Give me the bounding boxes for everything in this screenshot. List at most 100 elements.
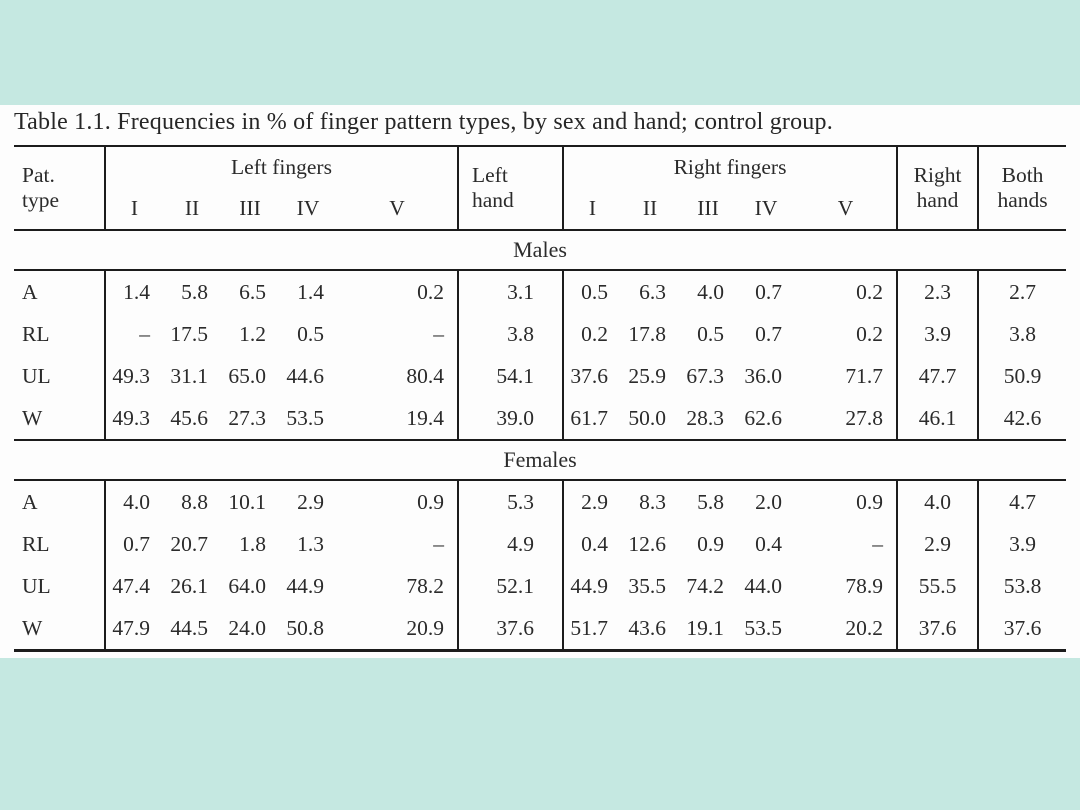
right-finger-value: 67.3 — [686, 363, 724, 388]
left-finger-value: 0.7 — [123, 531, 150, 556]
left-finger-value: 47.4 — [112, 573, 150, 598]
left-finger-value: 65.0 — [228, 363, 266, 388]
both-hands-line2: hands — [997, 188, 1048, 212]
pattern-type-cell: UL — [14, 565, 106, 607]
section-band-row: Females — [14, 439, 1067, 481]
left-hand-value: 3.8 — [458, 313, 564, 355]
right-finger-value: 2.0 — [755, 489, 782, 514]
left-finger-value: 0.2 — [337, 270, 459, 313]
right-finger-value: 0.7 — [755, 321, 782, 346]
pattern-type-cell: A — [14, 270, 106, 313]
right-fingers-header: Right fingers — [563, 146, 899, 188]
both-hands-value: 4.7 — [1009, 489, 1036, 514]
right-finger-value: 0.9 — [795, 480, 899, 523]
left-finger-value: 1.4 — [123, 279, 150, 304]
right-finger-value: 28.3 — [686, 405, 724, 430]
both-hands-value: 3.8 — [1009, 321, 1036, 346]
right-finger-value: 44.0 — [744, 573, 782, 598]
pattern-type-cell: UL — [14, 355, 106, 397]
right-hand-value: 37.6 — [897, 607, 980, 651]
right-finger-value: 61.7 — [570, 405, 608, 430]
both-hands-value: 2.7 — [1009, 279, 1036, 304]
left-finger-value: 45.6 — [170, 405, 208, 430]
right-finger-value: 36.0 — [744, 363, 782, 388]
right-finger-value: 20.2 — [795, 607, 899, 651]
table-row: RL –17.5 1.2 0.5–3.8 0.2 17.8 0.5 0.7 0.2 3.9 3.8 — [14, 313, 1066, 355]
right-finger-value: 8.3 — [639, 489, 666, 514]
content-panel: Table 1.1. Frequencies in % of finger pa… — [0, 105, 1080, 658]
section-label: Males — [14, 229, 1067, 271]
right-finger-value: 27.8 — [795, 397, 899, 440]
right-finger-value: 43.6 — [628, 615, 666, 640]
left-finger-col-III: III — [239, 196, 261, 221]
right-finger-value: 2.9 — [581, 489, 608, 514]
table-row: UL 47.4 26.1 64.0 44.9 78.2 52.1 44.9 35.5 74.2 44… — [14, 565, 1066, 607]
pattern-type-cell: A — [14, 480, 106, 523]
table-row: W 49.3 45.6 27.3 53.5 19.4 39.0 61.7 50.0 28.3 62.… — [14, 397, 1066, 440]
pattern-type-cell: RL — [14, 313, 106, 355]
left-finger-value: 64.0 — [228, 573, 266, 598]
right-finger-value: 62.6 — [744, 405, 782, 430]
both-hands-line1: Both — [1001, 163, 1044, 188]
right-finger-value: 35.5 — [628, 573, 666, 598]
right-finger-value: 25.9 — [628, 363, 666, 388]
left-finger-value: 53.5 — [286, 405, 324, 430]
both-hands-header: Both hands — [978, 146, 1066, 230]
header-row-groups: Pat. type Left fingers Left hand Right f… — [14, 146, 1066, 230]
right-hand-line1: Right — [913, 163, 962, 188]
right-finger-value: 37.6 — [570, 363, 608, 388]
both-hands-value: 42.6 — [1003, 405, 1042, 430]
left-finger-value: 44.9 — [286, 573, 324, 598]
left-hand-value: 54.1 — [458, 355, 564, 397]
table-row: RL 0.7 20.7 1.8 1.3–4.9 0.4 12.6 0.9 0.4–2.9 3.9 — [14, 523, 1066, 565]
right-hand-value: 3.9 — [897, 313, 980, 355]
pat-type-line1: Pat. — [22, 163, 55, 188]
right-finger-value: 0.9 — [697, 531, 724, 556]
right-finger-value: 4.0 — [697, 279, 724, 304]
left-finger-value: 49.3 — [112, 405, 150, 430]
right-finger-value: 0.2 — [795, 313, 899, 355]
pat-type-line2: type — [22, 188, 60, 212]
left-finger-col-V: V — [337, 188, 459, 230]
pat-type-header: Pat. type — [14, 146, 106, 230]
left-hand-line1: Left — [472, 163, 508, 188]
right-finger-value: 0.4 — [755, 531, 782, 556]
table-row: A 4.0 8.8 10.1 2.9 0.9 5.3 2.9 8.3 5.8 2.0 0.9 4.0 4.… — [14, 480, 1066, 523]
right-finger-value: 19.1 — [686, 615, 724, 640]
right-finger-value: 53.5 — [744, 615, 782, 640]
right-finger-value: 5.8 — [697, 489, 724, 514]
right-finger-value: 0.2 — [795, 270, 899, 313]
left-finger-value: 20.9 — [337, 607, 459, 651]
left-finger-value: 26.1 — [170, 573, 208, 598]
right-finger-value: 0.7 — [755, 279, 782, 304]
right-hand-value: 2.3 — [897, 270, 980, 313]
left-finger-value: 20.7 — [170, 531, 208, 556]
table-row: W 47.9 44.5 24.0 50.8 20.9 37.6 51.7 43.6 19.1 53.… — [14, 607, 1066, 651]
left-finger-value: – — [337, 523, 459, 565]
left-finger-value: 44.6 — [286, 363, 324, 388]
left-finger-value: 1.2 — [239, 321, 266, 346]
pattern-type-cell: RL — [14, 523, 106, 565]
left-hand-value: 39.0 — [458, 397, 564, 440]
left-finger-col-IV: IV — [296, 196, 320, 221]
left-hand-value: 4.9 — [458, 523, 564, 565]
right-hand-line2: hand — [916, 188, 959, 212]
left-fingers-header: Left fingers — [105, 146, 459, 188]
left-finger-value: 78.2 — [337, 565, 459, 607]
right-hand-value: 47.7 — [897, 355, 980, 397]
section-band-row: Males — [14, 229, 1067, 271]
left-finger-value: 2.9 — [297, 489, 324, 514]
right-finger-col-V: V — [795, 188, 899, 230]
left-hand-value: 52.1 — [458, 565, 564, 607]
right-finger-col-IV: IV — [754, 196, 778, 221]
right-finger-value: 74.2 — [686, 573, 724, 598]
left-hand-value: 3.1 — [458, 270, 564, 313]
left-finger-value: 17.5 — [170, 321, 208, 346]
left-finger-value: 44.5 — [170, 615, 208, 640]
right-finger-value: 12.6 — [628, 531, 666, 556]
left-finger-value: 4.0 — [123, 489, 150, 514]
left-finger-value: 1.4 — [297, 279, 324, 304]
left-finger-value: 0.9 — [337, 480, 459, 523]
section-label: Females — [14, 439, 1067, 481]
